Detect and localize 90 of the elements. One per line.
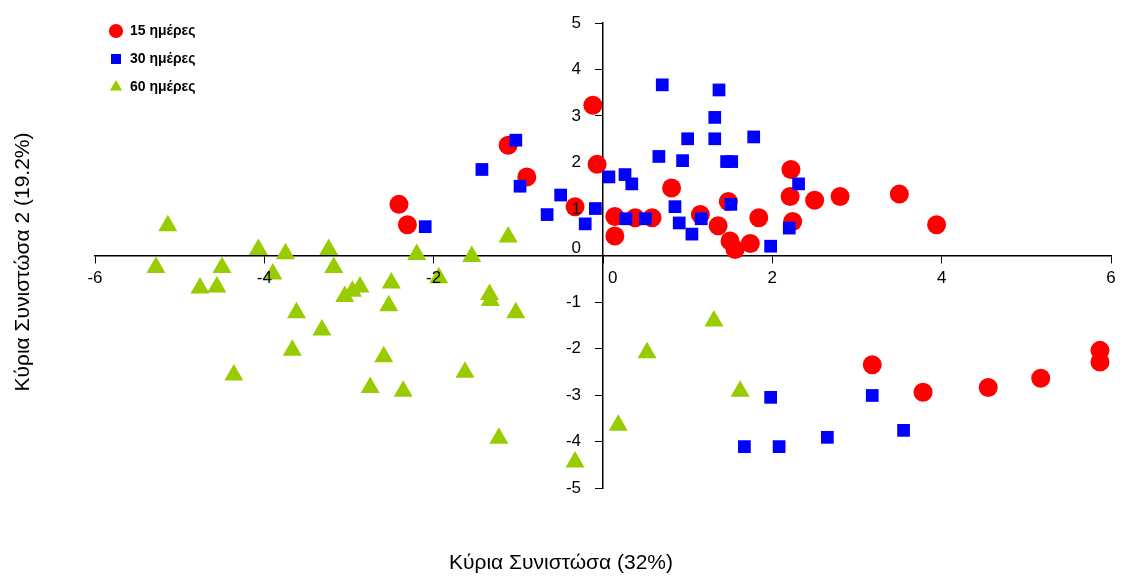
point	[275, 242, 296, 260]
point	[704, 310, 724, 327]
y-tick-label: 4	[571, 59, 581, 79]
point	[589, 202, 602, 215]
y-tick-label: 2	[571, 152, 581, 172]
point	[927, 215, 947, 235]
point	[248, 238, 268, 255]
point	[489, 427, 509, 444]
point	[397, 215, 417, 235]
point	[792, 177, 805, 191]
point	[889, 184, 909, 204]
y-tick-label: -3	[565, 384, 581, 404]
x-tick-label: 6	[1106, 267, 1116, 287]
point	[805, 190, 825, 210]
y-tick-label: 1	[571, 198, 581, 218]
x-axis-title: Κύρια Συνιστώσα (32%)	[448, 550, 674, 574]
point	[565, 450, 585, 468]
point	[638, 212, 652, 226]
x-tick-label: -4	[256, 267, 272, 287]
point	[374, 345, 394, 363]
point	[393, 380, 413, 397]
point	[513, 179, 527, 193]
point	[637, 341, 657, 359]
y-tick-label: 3	[571, 105, 581, 125]
point	[418, 220, 432, 234]
point	[749, 208, 769, 228]
point	[146, 256, 166, 274]
point	[764, 239, 777, 253]
point	[190, 277, 210, 294]
x-tick-label: -6	[87, 267, 103, 287]
point	[578, 217, 592, 231]
point	[830, 186, 850, 206]
point	[747, 130, 761, 144]
point	[725, 239, 745, 259]
x-tick-label: 2	[767, 267, 778, 287]
point	[662, 178, 682, 198]
y-tick-label: -4	[565, 431, 581, 451]
point	[506, 301, 526, 319]
point	[286, 301, 307, 319]
y-tick-label: 5	[571, 12, 581, 32]
point	[158, 214, 178, 232]
point	[312, 318, 332, 336]
point	[379, 294, 399, 312]
point	[475, 163, 489, 176]
point	[389, 194, 409, 214]
point	[509, 133, 523, 147]
point	[708, 216, 728, 236]
y-tick-label: 0	[571, 238, 581, 258]
point	[708, 132, 722, 146]
point	[583, 95, 603, 115]
point	[672, 216, 686, 230]
point	[587, 154, 607, 174]
point	[608, 414, 628, 431]
y-tick-label: -2	[565, 338, 581, 358]
legend-label: 15 ημέρες	[130, 21, 196, 38]
point	[540, 208, 554, 221]
x-tick-label: 4	[936, 267, 947, 287]
point	[554, 188, 568, 202]
legend-label: 30 ημέρες	[130, 49, 196, 66]
y-tick-label: -5	[565, 477, 581, 497]
point	[207, 276, 227, 293]
point	[780, 186, 800, 206]
point	[282, 339, 302, 356]
point	[381, 271, 401, 289]
point	[668, 200, 682, 214]
point	[212, 256, 232, 274]
point	[605, 226, 625, 246]
point	[360, 376, 380, 394]
point	[652, 150, 666, 163]
y-axis-title: Κύρια Συνιστώσα 2 (19.2%)	[10, 132, 34, 392]
point	[455, 361, 475, 378]
point	[462, 245, 482, 262]
point	[730, 380, 750, 397]
point	[740, 233, 760, 253]
point	[655, 78, 669, 92]
point	[319, 238, 339, 255]
point	[676, 154, 689, 167]
point	[324, 256, 344, 274]
point	[498, 225, 518, 243]
point	[625, 177, 639, 191]
point	[708, 111, 722, 124]
point	[781, 159, 801, 179]
x-tick-label: 0	[608, 267, 618, 287]
y-tick-label: -1	[565, 291, 581, 311]
point	[681, 132, 695, 146]
point	[224, 364, 244, 381]
point	[619, 212, 633, 226]
point	[725, 155, 739, 168]
legend-label: 60 ημέρες	[130, 77, 196, 94]
point	[407, 243, 427, 261]
